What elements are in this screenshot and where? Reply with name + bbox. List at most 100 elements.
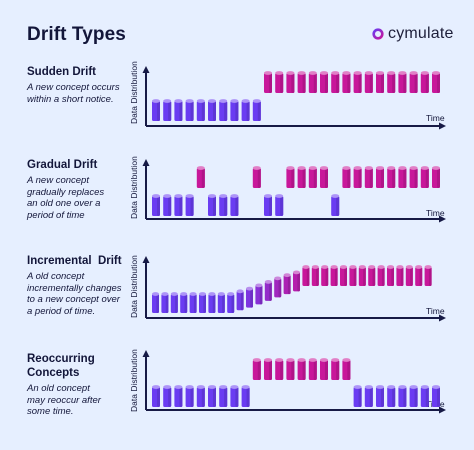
desc-line: gradually replaces	[27, 186, 105, 198]
data-cylinder	[376, 71, 384, 93]
desc-line: An old concept	[27, 383, 90, 394]
data-cylinder	[208, 194, 216, 216]
data-cylinder	[409, 166, 418, 188]
x-axis-arrow-icon	[439, 314, 446, 322]
y-axis-arrow-icon	[142, 159, 150, 166]
data-cylinder	[152, 194, 160, 216]
data-cylinder	[293, 270, 300, 292]
data-cylinder	[185, 194, 194, 216]
page-title: Drift Types	[27, 24, 126, 45]
panel-heading-line2: Concepts	[27, 367, 80, 379]
x-axis-label: Time	[426, 113, 445, 123]
panel-label-gradual: Gradual Drift A new concept gradually re…	[27, 158, 137, 221]
data-cylinder	[163, 385, 172, 407]
y-axis-arrow-icon	[142, 256, 150, 263]
data-cylinder	[227, 292, 235, 313]
data-cylinder	[424, 265, 432, 286]
data-cylinder	[432, 166, 440, 188]
data-cylinder	[311, 265, 319, 286]
panel-chart-gradual: Data Distribution Time	[129, 156, 446, 223]
data-cylinder	[246, 286, 253, 308]
data-cylinder	[432, 385, 440, 407]
y-axis-label: Data Distribution	[129, 255, 139, 318]
data-cylinder	[364, 166, 373, 188]
data-cylinder	[377, 265, 385, 286]
desc-line: A new concept occurs	[27, 82, 120, 93]
data-cylinder	[189, 292, 197, 313]
panel-label-sudden: Sudden Drift A new concept occurs within…	[27, 65, 137, 105]
panel-heading: Reoccurring	[27, 353, 95, 365]
desc-line: to a new concept over	[27, 294, 120, 305]
x-axis-arrow-icon	[439, 215, 446, 223]
data-cylinder	[152, 292, 159, 313]
panel-description: An old concept may reoccur after some ti…	[27, 383, 137, 418]
data-cylinder	[163, 194, 172, 216]
data-cylinder	[342, 71, 351, 93]
data-cylinder	[152, 385, 160, 407]
cylinders	[152, 358, 440, 407]
data-cylinder	[252, 166, 261, 188]
data-cylinder	[320, 358, 328, 380]
data-cylinder	[174, 385, 183, 407]
data-cylinder	[349, 265, 357, 286]
cylinders	[152, 71, 440, 121]
data-cylinder	[152, 99, 160, 121]
x-axis-arrow-icon	[439, 122, 446, 130]
y-axis-label: Data Distribution	[129, 61, 139, 124]
data-cylinder	[297, 71, 306, 93]
data-cylinder	[387, 71, 396, 93]
data-cylinder	[286, 71, 295, 93]
data-cylinder	[208, 292, 216, 313]
data-cylinder	[387, 385, 396, 407]
data-cylinder	[353, 166, 362, 188]
data-cylinder	[219, 99, 228, 121]
data-cylinder	[342, 166, 351, 188]
data-cylinder	[275, 358, 284, 380]
data-cylinder	[219, 194, 228, 216]
data-cylinder	[302, 265, 310, 286]
panel-label-reoccurring: Reoccurring Concepts An old concept may …	[27, 352, 137, 418]
panel-description: A new concept occurs within a short noti…	[27, 82, 137, 105]
y-axis-arrow-icon	[142, 66, 150, 73]
desc-line: period of time	[27, 209, 85, 221]
desc-line: may reoccur after	[27, 394, 101, 406]
data-cylinder	[286, 166, 295, 188]
data-cylinder	[409, 385, 418, 407]
cylinders	[152, 265, 432, 313]
data-cylinder	[358, 265, 366, 286]
data-cylinder	[283, 273, 291, 295]
data-cylinder	[219, 385, 228, 407]
data-cylinder	[364, 71, 373, 93]
data-cylinder	[286, 358, 295, 380]
data-cylinder	[297, 358, 306, 380]
panel-label-incremental: Incremental Drift A old concept incremen…	[27, 254, 145, 317]
data-cylinder	[387, 166, 396, 188]
data-cylinder	[185, 99, 194, 121]
data-cylinder	[174, 194, 183, 216]
data-cylinder	[420, 385, 429, 407]
data-cylinder	[252, 358, 261, 380]
data-cylinder	[308, 358, 317, 380]
data-cylinder	[320, 166, 328, 188]
data-cylinder	[308, 71, 317, 93]
data-cylinder	[264, 358, 272, 380]
data-cylinder	[196, 166, 205, 188]
data-cylinder	[331, 194, 340, 216]
y-axis-arrow-icon	[142, 350, 150, 357]
desc-line: incrementally changes	[27, 282, 122, 294]
data-cylinder	[275, 71, 284, 93]
data-cylinder	[364, 385, 373, 407]
data-cylinder	[208, 99, 216, 121]
data-cylinder	[236, 289, 244, 311]
data-cylinder	[353, 71, 362, 93]
data-cylinder	[387, 265, 394, 286]
data-cylinder	[264, 279, 272, 301]
data-cylinder	[398, 385, 407, 407]
data-cylinder	[320, 71, 328, 93]
data-cylinder	[308, 166, 317, 188]
data-cylinder	[409, 71, 418, 93]
data-cylinder	[196, 99, 205, 121]
data-cylinder	[398, 71, 407, 93]
desc-line: within a short notice.	[27, 93, 114, 105]
data-cylinder	[196, 385, 205, 407]
